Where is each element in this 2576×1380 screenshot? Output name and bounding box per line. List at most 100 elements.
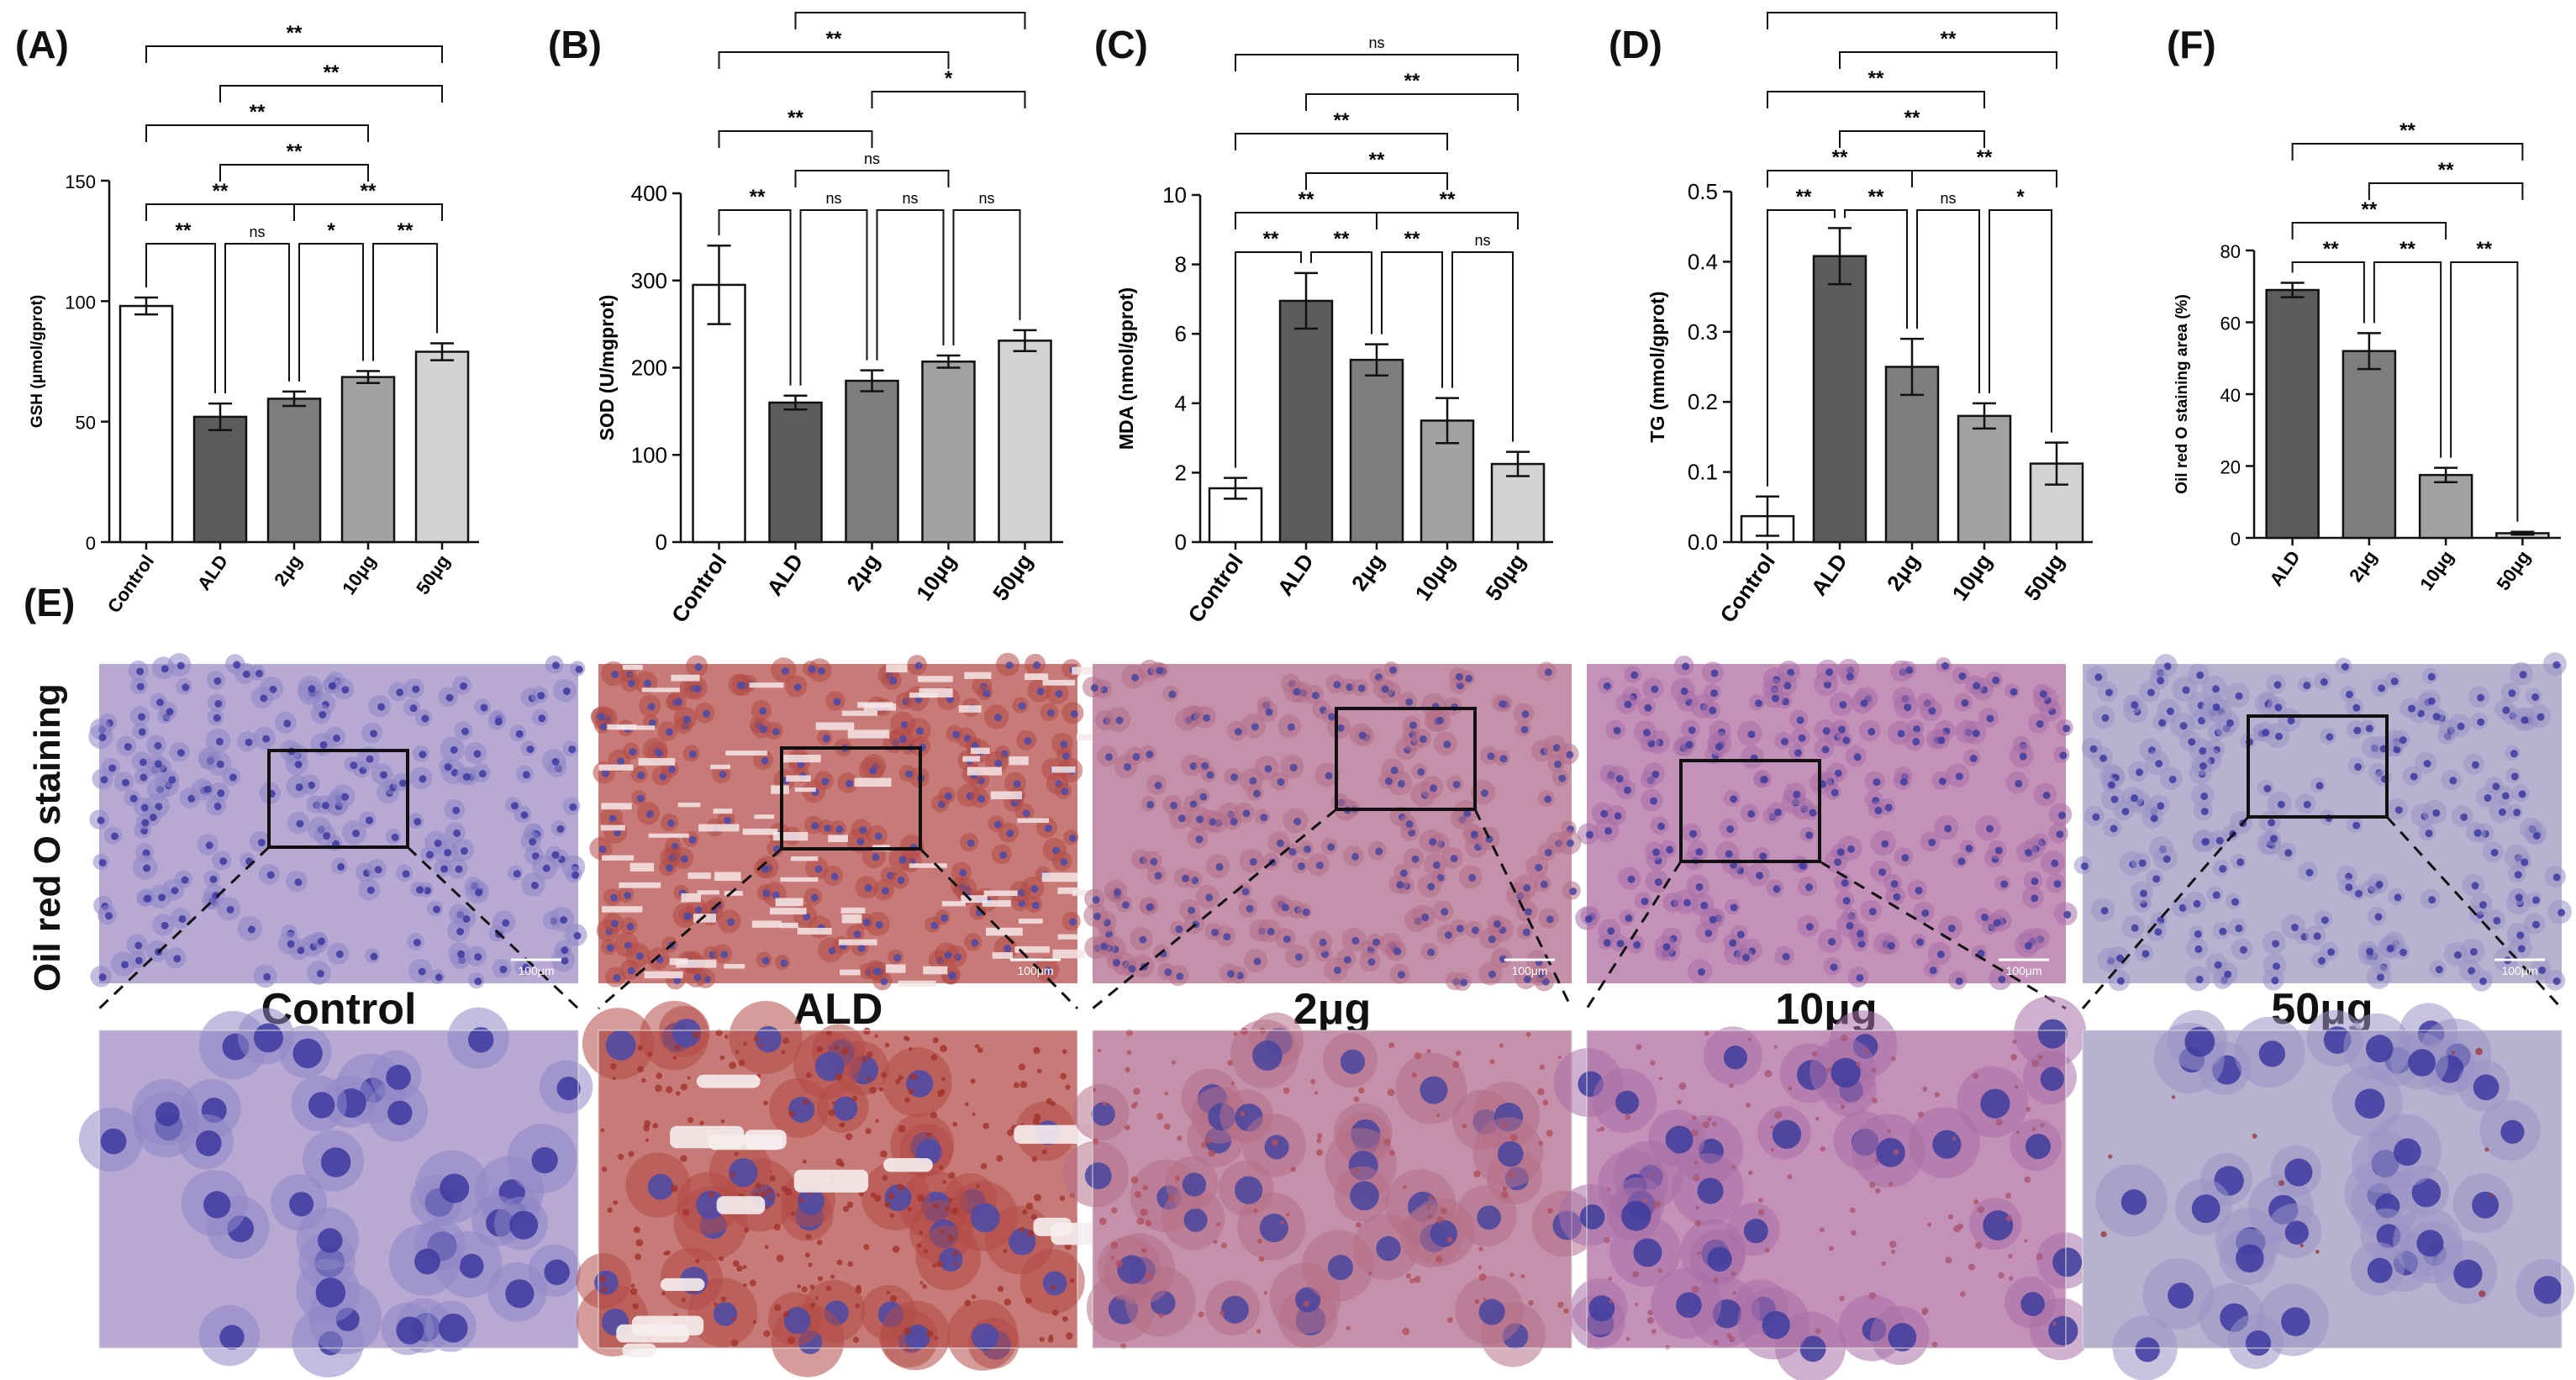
nucleus — [419, 775, 427, 783]
nucleus — [359, 766, 367, 775]
nucleus — [2193, 899, 2201, 908]
lipid-droplet — [1110, 1241, 1119, 1249]
significance-bracket — [2291, 143, 2524, 161]
cell — [1609, 1214, 1681, 1287]
cell — [888, 949, 903, 965]
y-tick-label: 6 — [1175, 321, 1187, 346]
cell — [1867, 801, 1886, 819]
cell — [2439, 719, 2460, 740]
nucleus — [2191, 1194, 2220, 1224]
nucleus — [1146, 903, 1154, 911]
cell — [78, 1107, 144, 1172]
lipid-droplet — [1748, 1170, 1753, 1176]
cell — [2331, 1067, 2403, 1138]
cell — [1662, 892, 1683, 913]
nucleus — [603, 715, 612, 724]
nucleus — [323, 832, 331, 840]
lipid-droplet — [1070, 1193, 1076, 1198]
nucleus — [2158, 845, 2167, 854]
cell — [2041, 850, 2066, 875]
lipid-droplet — [970, 1078, 976, 1084]
nucleus — [155, 948, 163, 956]
cell — [1378, 772, 1396, 789]
cell — [2421, 667, 2438, 684]
significance-label: ** — [2400, 119, 2415, 142]
cell — [249, 831, 271, 852]
cell — [1445, 972, 1464, 991]
cell — [97, 905, 118, 925]
sinusoid — [1009, 756, 1029, 766]
cell — [694, 703, 715, 724]
cell — [1204, 923, 1222, 940]
y-tick-label: 400 — [631, 181, 667, 206]
sinusoid — [754, 814, 775, 819]
cell — [983, 704, 1009, 730]
nucleus — [1128, 1256, 1156, 1285]
micrograph-low-2 — [1093, 664, 1572, 983]
cell — [206, 795, 227, 816]
cell — [2216, 710, 2240, 734]
nucleus — [140, 826, 149, 835]
lipid-droplet — [948, 1172, 956, 1179]
cell — [593, 761, 615, 784]
cell — [1879, 935, 1900, 956]
nucleus — [849, 1055, 878, 1085]
nucleus — [2271, 977, 2279, 985]
lipid-droplet — [720, 1119, 725, 1124]
significance-bracket — [794, 12, 1026, 29]
nucleus — [2043, 696, 2052, 704]
nucleus — [1626, 1190, 1656, 1219]
cell — [1239, 849, 1264, 873]
cell — [145, 940, 168, 962]
nucleus — [1474, 843, 1483, 851]
nucleus — [1277, 900, 1285, 909]
nucleus — [876, 967, 884, 976]
lipid-droplet — [1731, 1271, 1736, 1277]
cell — [1619, 909, 1636, 925]
nucleus — [2514, 871, 2522, 879]
cell — [915, 1225, 981, 1291]
cell — [561, 855, 586, 879]
lipid-droplet — [2031, 1126, 2036, 1131]
nucleus — [452, 806, 461, 814]
nucleus — [2493, 916, 2501, 924]
lipid-droplet — [1647, 1309, 1653, 1316]
cell — [178, 1114, 234, 1170]
cell — [2191, 755, 2212, 776]
cell — [151, 656, 175, 680]
cell — [1763, 667, 1787, 691]
lipid-droplet — [666, 1086, 673, 1093]
nucleus — [1699, 703, 1708, 711]
nucleus — [98, 725, 107, 734]
nucleus — [917, 774, 925, 782]
cell — [2032, 683, 2052, 703]
nucleus — [1069, 918, 1077, 926]
cell — [407, 933, 424, 951]
lipid-droplet — [643, 1125, 650, 1132]
nucleus — [2155, 760, 2163, 768]
cell — [542, 910, 562, 930]
cell — [2515, 708, 2540, 732]
cell — [2526, 825, 2545, 845]
cell — [695, 968, 716, 989]
nucleus — [1450, 855, 1458, 863]
nucleus — [1993, 919, 2001, 927]
nucleus — [467, 773, 476, 782]
cell — [2225, 682, 2250, 708]
nucleus — [1092, 896, 1100, 904]
lipid-droplet — [1856, 1061, 1861, 1067]
nucleus — [2389, 944, 2397, 952]
cell — [2267, 791, 2292, 816]
nucleus — [2136, 768, 2144, 777]
cell — [388, 1224, 461, 1296]
nucleus — [362, 869, 371, 877]
nucleus — [1258, 927, 1267, 935]
nucleus — [2105, 688, 2114, 697]
nucleus — [1298, 862, 1306, 871]
lipid-droplet — [1010, 1125, 1019, 1132]
nucleus — [2036, 935, 2044, 944]
cell — [1411, 728, 1431, 749]
nucleus — [808, 665, 816, 673]
cell — [2501, 705, 2521, 725]
nucleus — [2517, 945, 2526, 953]
